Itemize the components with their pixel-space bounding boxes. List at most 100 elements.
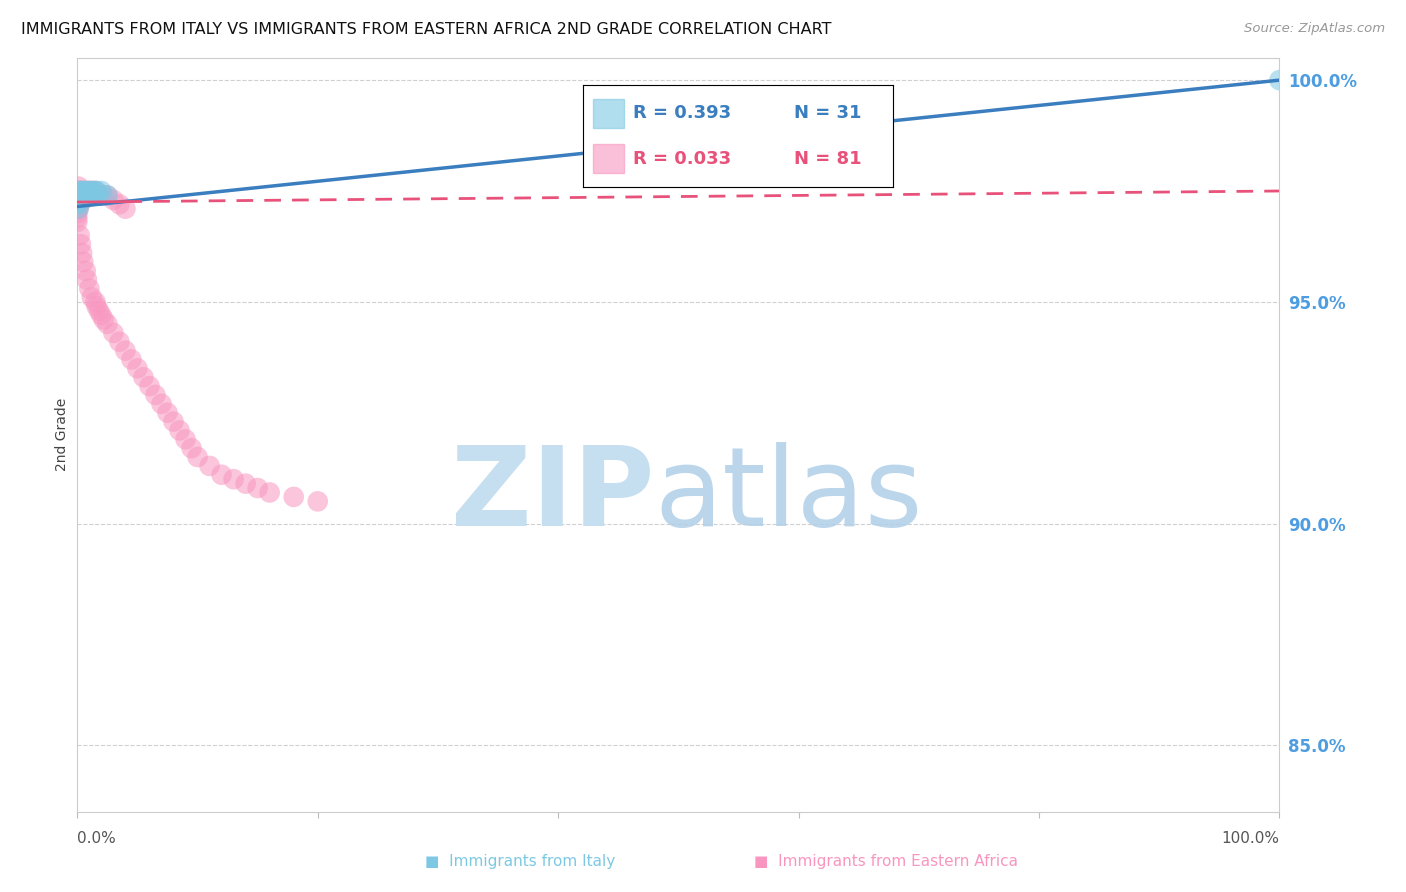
Point [70,188,93,202]
Point [82,184,104,198]
Text: R = 0.393: R = 0.393 [633,104,731,122]
Point [120,352,142,367]
Point [211,467,233,482]
Point [96,188,118,202]
Text: 100.0%: 100.0% [1222,830,1279,846]
Point [70,184,93,198]
Point [87,188,110,202]
Point [75,188,97,202]
Point [86,299,108,313]
Point [93,188,115,202]
Point [150,397,173,411]
Point [87,188,110,202]
Bar [593,99,624,128]
Point [156,406,179,420]
Point [69,193,91,207]
Point [67,202,90,216]
Point [66,215,89,229]
Point [67,197,90,211]
Point [90,184,112,198]
Point [70,193,93,207]
Point [75,264,97,278]
Text: 0.0%: 0.0% [77,830,117,846]
Point [69,184,91,198]
Point [162,415,184,429]
Point [127,361,149,376]
Point [79,184,101,198]
Point [86,188,108,202]
Text: ■  Immigrants from Eastern Africa: ■ Immigrants from Eastern Africa [754,854,1018,869]
Point [80,188,103,202]
Point [70,193,93,207]
Point [79,188,101,202]
Point [235,476,257,491]
Point [73,188,96,202]
Point [67,184,90,198]
Point [114,343,136,358]
Point [84,184,107,198]
Point [79,188,101,202]
Point [69,197,91,211]
Point [114,202,136,216]
Point [73,188,96,202]
Point [90,188,112,202]
Point [76,184,98,198]
Point [72,193,94,207]
Point [73,184,96,198]
Point [93,312,115,326]
Point [169,424,191,438]
Point [69,193,91,207]
Point [69,228,91,243]
Point [76,273,98,287]
Y-axis label: 2nd Grade: 2nd Grade [55,398,69,472]
Text: N = 31: N = 31 [794,104,862,122]
Point [67,188,90,202]
Text: Source: ZipAtlas.com: Source: ZipAtlas.com [1244,22,1385,36]
Point [103,193,125,207]
Point [259,485,281,500]
Text: ■  Immigrants from Italy: ■ Immigrants from Italy [425,854,616,869]
Point [70,184,93,198]
Point [70,184,93,198]
Point [79,281,101,295]
Point [96,317,118,331]
Point [66,211,89,225]
Point [75,188,97,202]
Point [69,188,91,202]
Point [77,188,100,202]
Point [307,494,329,508]
Point [66,202,89,216]
Point [187,450,209,464]
Point [1268,73,1291,87]
Point [87,303,110,318]
Point [67,193,90,207]
Point [67,202,90,216]
Text: atlas: atlas [654,442,922,549]
Point [66,193,89,207]
Point [70,188,93,202]
Point [222,472,245,486]
Point [70,246,93,260]
Point [67,188,90,202]
Point [138,379,160,393]
Point [84,184,107,198]
Point [180,441,202,455]
Point [80,184,103,198]
Point [66,206,89,220]
Point [198,458,221,473]
Point [66,184,89,198]
Point [86,184,108,198]
Point [73,184,96,198]
Point [66,197,89,211]
Text: IMMIGRANTS FROM ITALY VS IMMIGRANTS FROM EASTERN AFRICA 2ND GRADE CORRELATION CH: IMMIGRANTS FROM ITALY VS IMMIGRANTS FROM… [21,22,831,37]
Point [84,294,107,309]
Text: N = 81: N = 81 [794,150,862,168]
Point [66,188,89,202]
Point [67,197,90,211]
Point [96,188,118,202]
Point [103,326,125,340]
Point [79,184,101,198]
Point [79,184,101,198]
Point [90,308,112,322]
Point [108,197,131,211]
